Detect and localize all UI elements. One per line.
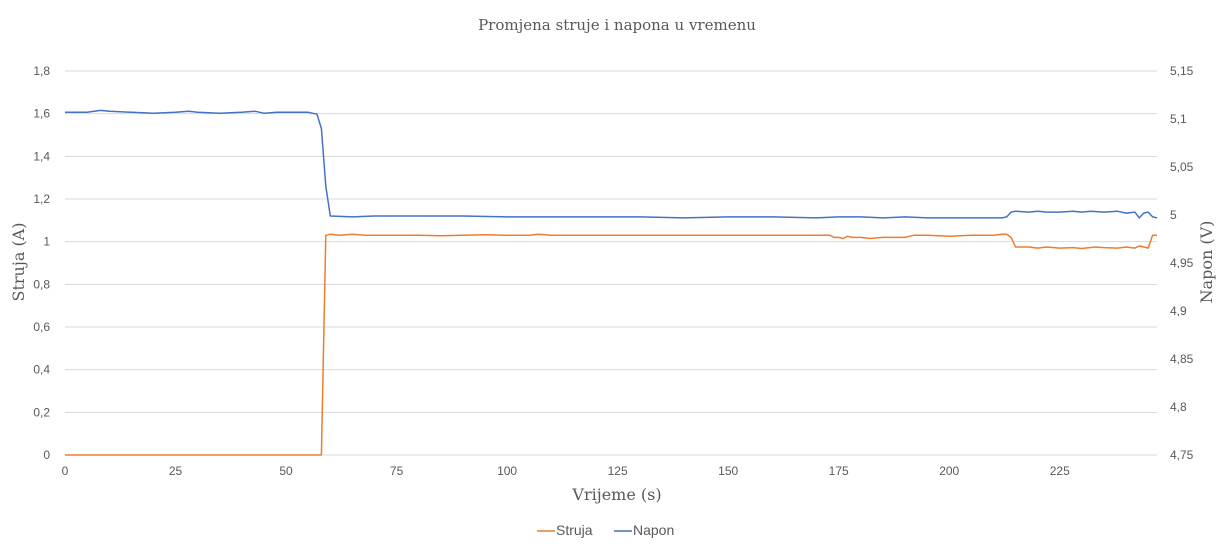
x-axis-ticks: 0 25 50 75 100 125 150 175 200 225 <box>62 464 1070 478</box>
y2-tick-label: 5 <box>1170 208 1177 222</box>
y-tick-label: 0,8 <box>33 277 50 291</box>
y-tick-label: 0 <box>43 448 50 462</box>
y-tick-label: 0,2 <box>33 405 50 419</box>
y-tick-label: 1,6 <box>33 107 50 121</box>
x-tick-label: 150 <box>718 464 738 478</box>
y-tick-label: 1 <box>43 235 50 249</box>
x-tick-label: 50 <box>279 464 293 478</box>
series-line-struja <box>65 233 1157 456</box>
y-tick-label: 0,6 <box>33 320 50 334</box>
y2-tick-label: 4,75 <box>1170 448 1194 462</box>
legend-label-napon: Napon <box>633 522 674 538</box>
x-tick-label: 75 <box>390 464 404 478</box>
x-axis-title: Vrijeme (s) <box>571 485 661 504</box>
x-tick-label: 175 <box>829 464 849 478</box>
series-line-napon <box>65 109 1158 219</box>
chart-title: Promjena struje i napona u vremenu <box>478 16 756 34</box>
y2-tick-label: 4,9 <box>1170 304 1187 318</box>
y2-axis-ticks: 4,75 4,8 4,85 4,9 4,95 5 5,05 5,1 5,15 <box>1170 64 1194 462</box>
x-tick-label: 25 <box>169 464 183 478</box>
y2-tick-label: 4,85 <box>1170 352 1194 366</box>
legend: Struja Napon <box>537 522 674 538</box>
y2-tick-label: 5,15 <box>1170 64 1194 78</box>
x-tick-label: 100 <box>497 464 517 478</box>
y-tick-label: 0,4 <box>33 363 50 377</box>
y-tick-label: 1,2 <box>33 192 50 206</box>
y2-tick-label: 5,1 <box>1170 112 1187 126</box>
series-lines <box>65 109 1158 456</box>
gridlines <box>65 70 1157 456</box>
y-tick-label: 1,8 <box>33 64 50 78</box>
y2-tick-label: 5,05 <box>1170 160 1194 174</box>
y2-tick-label: 4,95 <box>1170 256 1194 270</box>
x-tick-label: 200 <box>939 464 959 478</box>
y-axis-ticks: 0 0,2 0,4 0,6 0,8 1 1,2 1,4 1,6 1,8 <box>33 64 50 462</box>
legend-label-struja: Struja <box>556 522 593 538</box>
y2-tick-label: 4,8 <box>1170 400 1187 414</box>
y-tick-label: 1,4 <box>33 149 50 163</box>
y2-axis-title: Napon (V) <box>1197 221 1216 304</box>
y-axis-title: Struja (A) <box>9 223 28 302</box>
x-tick-label: 225 <box>1050 464 1070 478</box>
x-tick-label: 125 <box>608 464 628 478</box>
x-tick-label: 0 <box>62 464 69 478</box>
